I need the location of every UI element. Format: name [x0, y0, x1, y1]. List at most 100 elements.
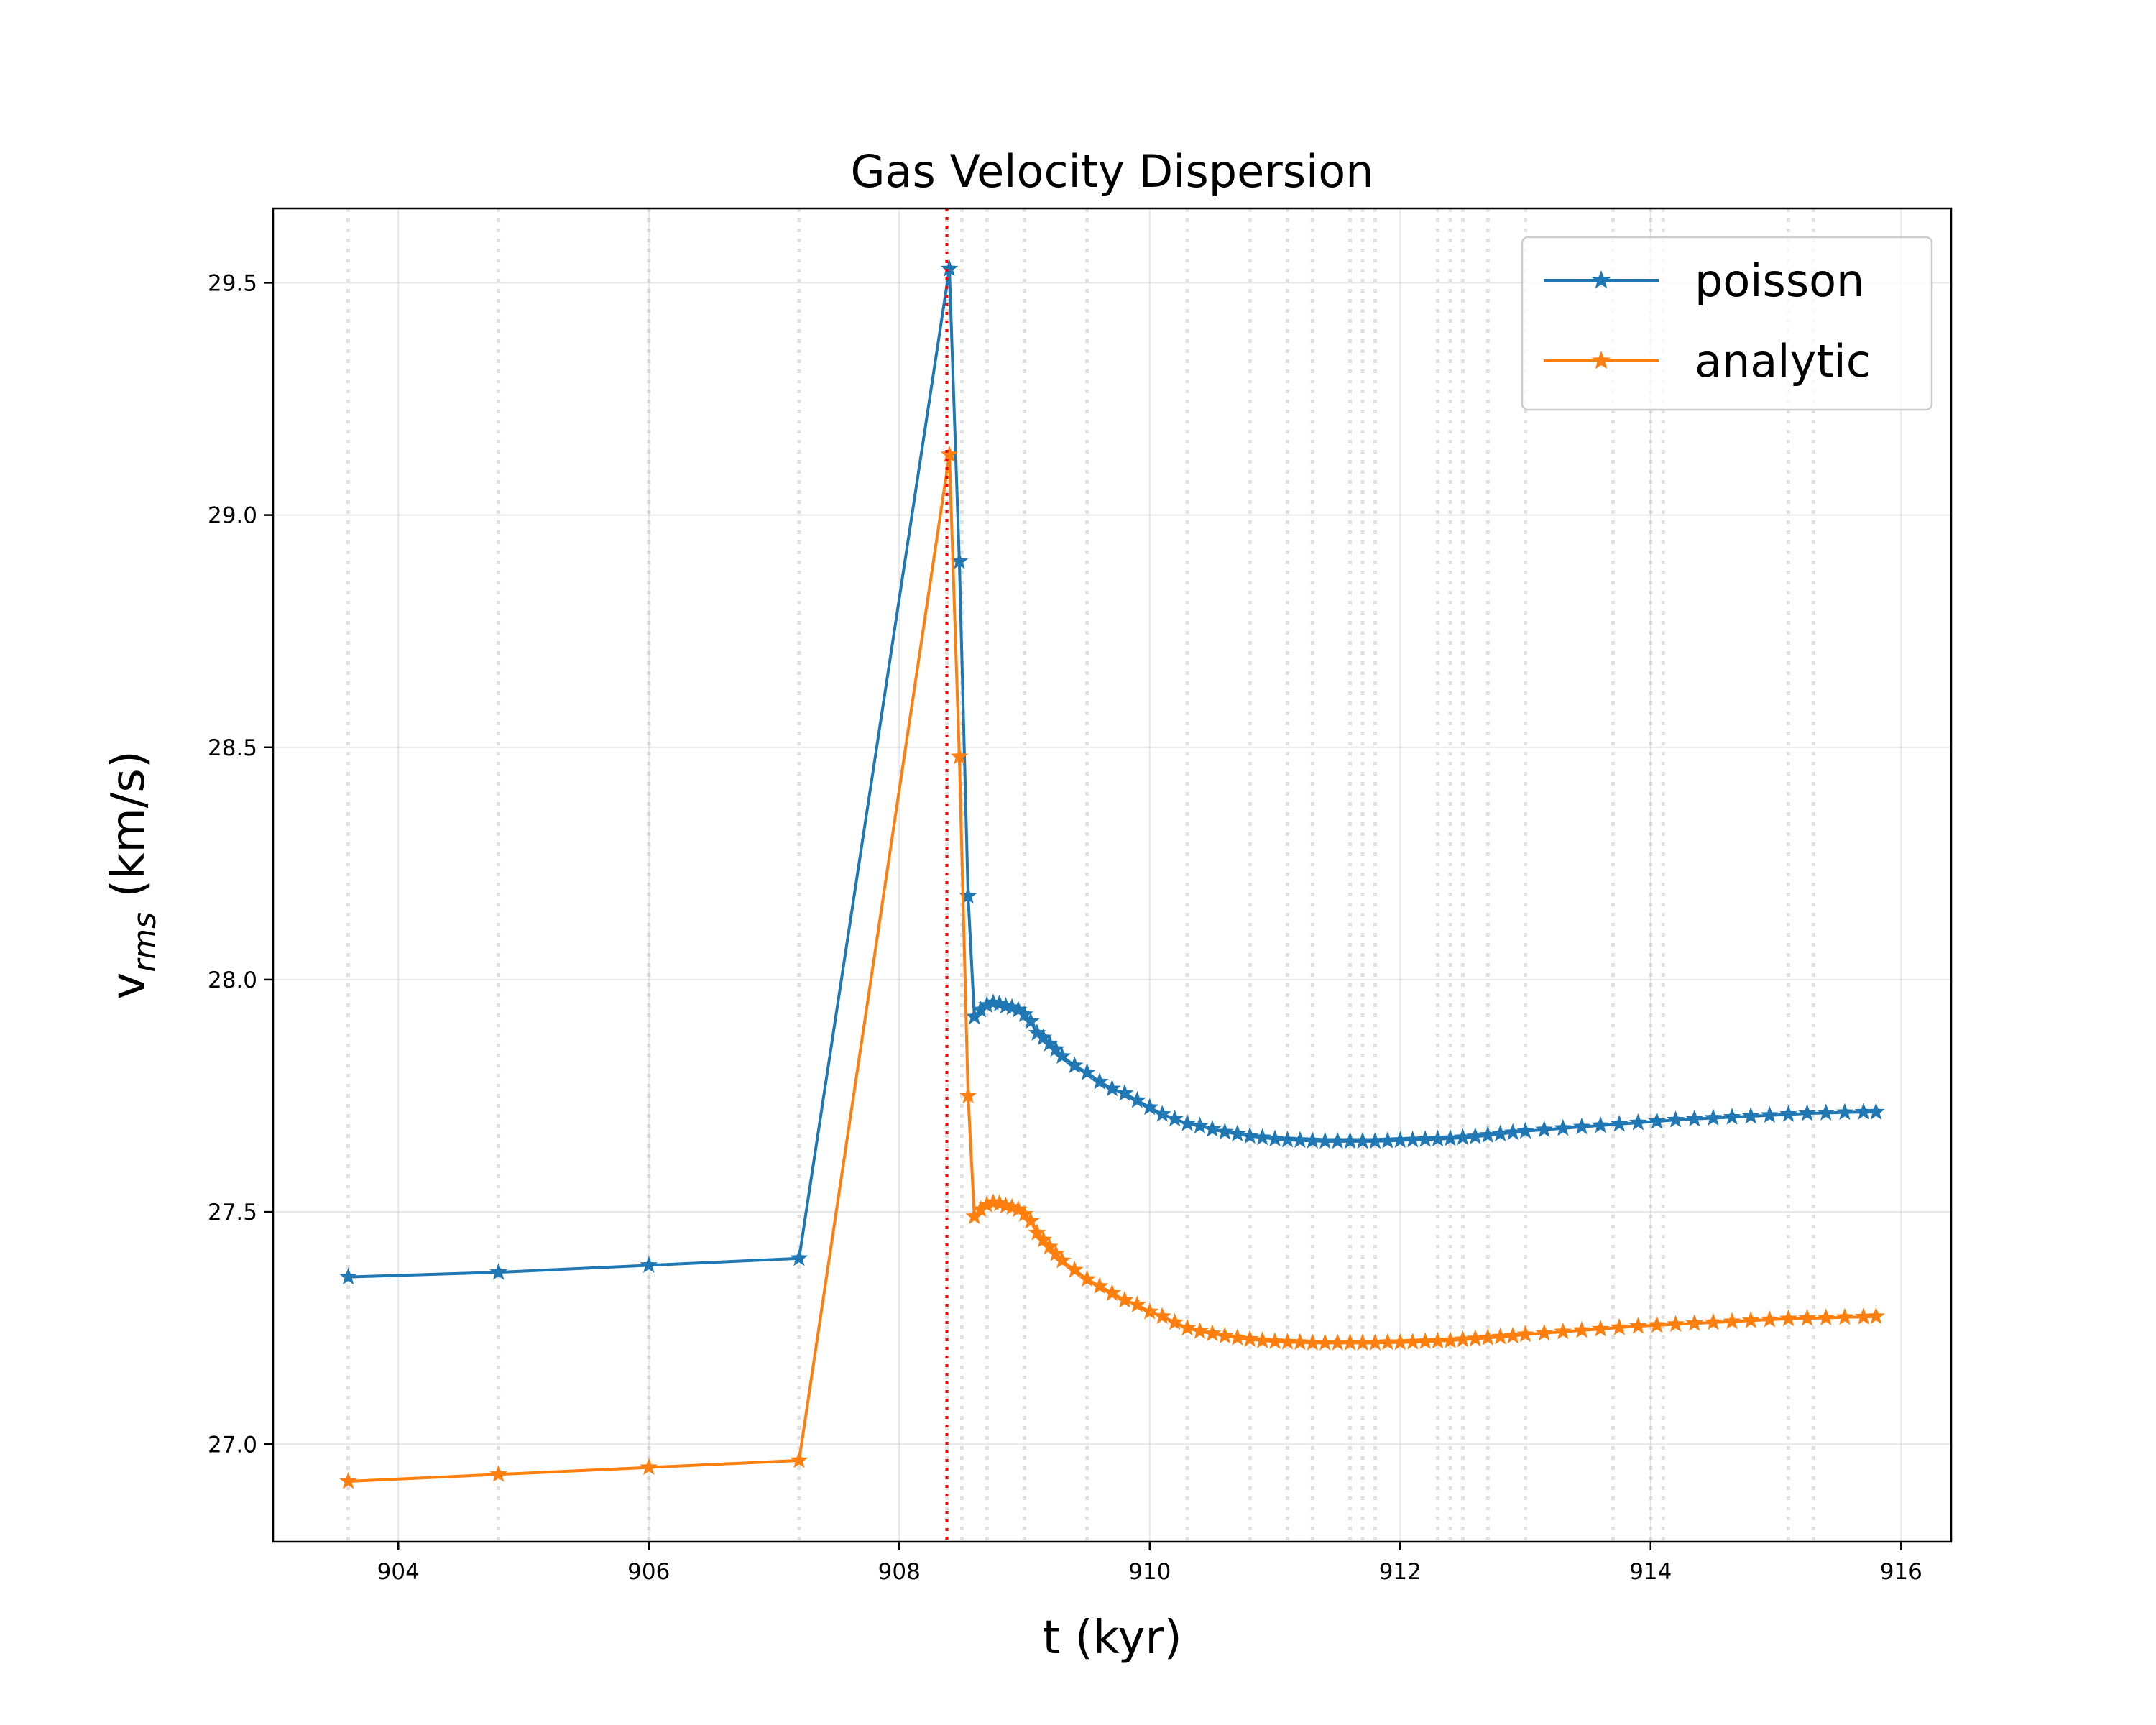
series-analytic-point [959, 1086, 977, 1103]
series-poisson-point [1535, 1120, 1553, 1138]
series-analytic-point [1253, 1331, 1271, 1348]
series-poisson-point [990, 994, 1008, 1012]
series-analytic-point [1303, 1333, 1322, 1351]
series-analytic-point [1391, 1333, 1409, 1351]
legend: poisson analytic [1521, 236, 1933, 411]
series-poisson-point [1867, 1103, 1885, 1120]
series-poisson-point [1353, 1131, 1372, 1149]
series-analytic-point [1854, 1307, 1873, 1325]
series-analytic-point [1041, 1237, 1059, 1255]
series-analytic-point [1009, 1200, 1028, 1218]
chart-title: Gas Velocity Dispersion [851, 145, 1374, 198]
series-analytic-point [1741, 1311, 1760, 1328]
series-analytic-point [1366, 1333, 1384, 1351]
series-analytic-point [1115, 1290, 1134, 1308]
series-analytic-point [1723, 1312, 1741, 1330]
series-analytic-point [1404, 1333, 1422, 1350]
series-poisson-point [1798, 1104, 1816, 1121]
series-analytic-point [1178, 1318, 1197, 1336]
series-poisson-point [1153, 1105, 1171, 1122]
series-poisson-point [1429, 1129, 1447, 1147]
series-analytic-point [790, 1450, 808, 1468]
series-poisson-point [1723, 1108, 1741, 1125]
y-tick-label: 27.5 [208, 1200, 257, 1225]
x-axis-title: t (kyr) [1042, 1611, 1181, 1665]
x-tick-label: 914 [1629, 1559, 1672, 1585]
series-poisson-point [1015, 1005, 1033, 1022]
series-analytic-point [1454, 1330, 1472, 1348]
series-poisson-point [1466, 1127, 1485, 1144]
series-poisson-point [1572, 1117, 1591, 1135]
series-poisson-point [977, 995, 996, 1013]
series-poisson-point [339, 1267, 357, 1285]
series-poisson-point [1591, 1116, 1610, 1133]
series-poisson-point [1115, 1084, 1134, 1101]
series-poisson-point [1741, 1107, 1760, 1124]
series-analytic-point [1003, 1197, 1021, 1215]
series-poisson-point [1279, 1130, 1296, 1148]
series-poisson-point [959, 886, 977, 904]
y-tick-label: 28.0 [208, 967, 257, 993]
series-analytic-point [1266, 1332, 1284, 1349]
series-poisson-point [1021, 1012, 1040, 1029]
y-axis-title-subscript: rms [126, 912, 163, 972]
series-analytic-point [1685, 1314, 1704, 1331]
series-analytic-point [1798, 1309, 1816, 1326]
series-analytic-point [1503, 1326, 1522, 1344]
series-analytic-point [1191, 1322, 1209, 1339]
series-poisson-point [1854, 1103, 1873, 1120]
series-poisson-point [1454, 1128, 1472, 1146]
series-poisson-point [1191, 1116, 1209, 1133]
series-poisson-point [1478, 1126, 1497, 1143]
series-analytic-point [1535, 1323, 1553, 1341]
series-poisson [339, 259, 1885, 1285]
series-poisson-point [1053, 1046, 1072, 1064]
series-analytic-point [1817, 1308, 1835, 1325]
series-poisson-point [1516, 1121, 1534, 1139]
series-poisson-point [1166, 1109, 1184, 1127]
y-tick-label: 28.5 [208, 735, 257, 761]
series-poisson-point [1441, 1129, 1460, 1146]
series-analytic-point [1316, 1333, 1335, 1351]
series-analytic-point [965, 1207, 984, 1225]
series-poisson-point [1041, 1034, 1059, 1052]
series-analytic-point [1572, 1320, 1591, 1338]
series-analytic [339, 445, 1885, 1489]
series-poisson-point [1316, 1131, 1335, 1149]
series-poisson-point [965, 1007, 984, 1025]
series-poisson-point [1761, 1105, 1779, 1123]
series-analytic-point [1279, 1333, 1296, 1350]
series-analytic-point [1466, 1329, 1485, 1347]
series-analytic-point [1610, 1318, 1628, 1335]
series-poisson-point [1178, 1114, 1197, 1131]
legend-analytic-label: analytic [1695, 335, 1871, 387]
series-analytic-point [1240, 1330, 1259, 1347]
series-poisson-point [1503, 1123, 1522, 1141]
series-poisson-point [1141, 1098, 1159, 1116]
x-tick-label: 912 [1379, 1559, 1422, 1585]
series-analytic-point [1441, 1331, 1460, 1348]
y-axis-title-base: v [102, 972, 155, 1000]
series-analytic-point [1761, 1310, 1779, 1328]
series-analytic-point [1028, 1223, 1046, 1241]
series-analytic-point [1090, 1276, 1109, 1294]
x-tick-label: 916 [1880, 1559, 1922, 1585]
series-analytic-point [1166, 1312, 1184, 1330]
series-poisson-point [1203, 1120, 1222, 1137]
series-poisson-point [1328, 1131, 1347, 1149]
series-analytic-point [339, 1472, 357, 1489]
series-poisson-point [1404, 1130, 1422, 1148]
series-analytic-point [1065, 1260, 1084, 1278]
series-analytic-point [1078, 1269, 1096, 1287]
series-analytic-point [1591, 1320, 1610, 1337]
series-analytic-point [1328, 1333, 1347, 1351]
series-analytic-point [1779, 1309, 1797, 1327]
legend-poisson-label: poisson [1695, 254, 1864, 307]
x-tick-label: 906 [627, 1559, 670, 1585]
series-analytic-point [1021, 1212, 1040, 1229]
series-poisson-point [972, 1000, 990, 1018]
series-analytic-point [1491, 1328, 1510, 1345]
grid [273, 208, 1951, 1542]
